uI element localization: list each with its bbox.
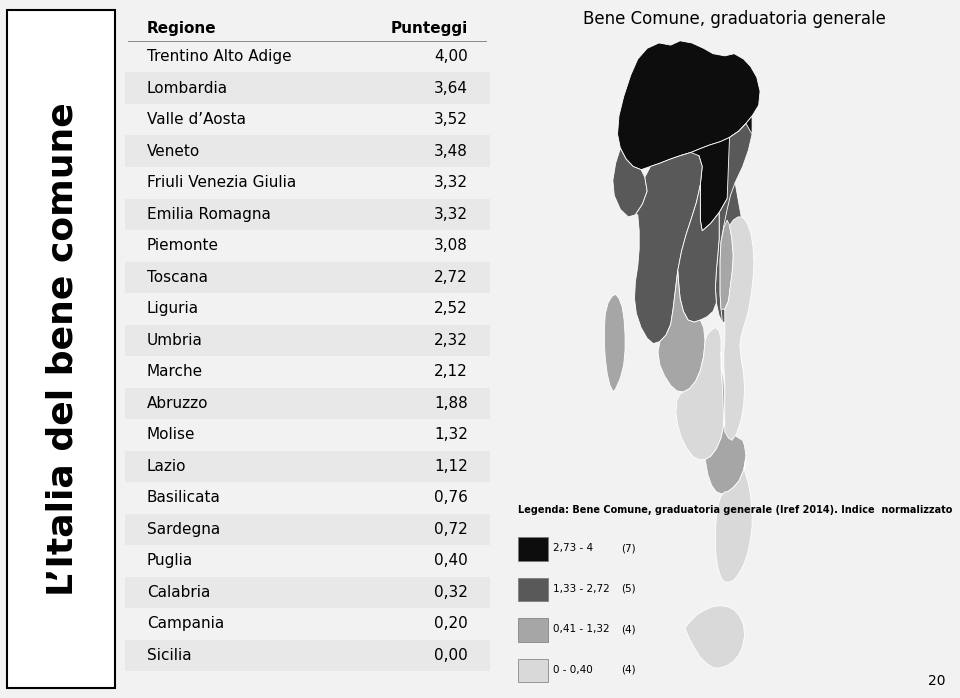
Bar — [125, 135, 490, 167]
Text: (4): (4) — [621, 665, 636, 675]
Text: 0 - 0,40: 0 - 0,40 — [553, 665, 593, 675]
Bar — [125, 545, 490, 577]
Text: 2,32: 2,32 — [434, 333, 468, 348]
Text: 1,12: 1,12 — [434, 459, 468, 474]
Text: Campania: Campania — [147, 616, 224, 632]
Bar — [125, 198, 490, 230]
Text: 2,73 - 4: 2,73 - 4 — [553, 544, 593, 554]
Bar — [125, 293, 490, 325]
Polygon shape — [612, 148, 647, 217]
Text: 0,76: 0,76 — [434, 491, 468, 505]
Polygon shape — [676, 327, 725, 459]
Text: (5): (5) — [621, 584, 636, 594]
Text: 3,52: 3,52 — [434, 112, 468, 127]
Text: Umbria: Umbria — [147, 333, 203, 348]
Bar — [125, 608, 490, 639]
Bar — [125, 73, 490, 104]
Polygon shape — [658, 271, 705, 392]
Text: 0,72: 0,72 — [434, 522, 468, 537]
Text: Toscana: Toscana — [147, 270, 207, 285]
Text: 3,32: 3,32 — [434, 207, 468, 222]
Polygon shape — [715, 456, 752, 582]
Bar — [125, 41, 490, 73]
Text: Puglia: Puglia — [147, 554, 193, 568]
Bar — [125, 419, 490, 451]
Text: Valle d’Aosta: Valle d’Aosta — [147, 112, 246, 127]
Text: Piemonte: Piemonte — [147, 238, 219, 253]
Text: Bene Comune, graduatoria generale: Bene Comune, graduatoria generale — [583, 10, 886, 29]
Polygon shape — [617, 40, 760, 170]
Bar — [125, 167, 490, 198]
Polygon shape — [684, 606, 745, 668]
Text: Marche: Marche — [147, 364, 203, 379]
Text: 4,00: 4,00 — [434, 50, 468, 64]
Text: Molise: Molise — [147, 427, 195, 443]
Text: 1,88: 1,88 — [434, 396, 468, 411]
Bar — [125, 325, 490, 356]
Text: Trentino Alto Adige: Trentino Alto Adige — [147, 50, 291, 64]
Bar — [125, 514, 490, 545]
Text: Emilia Romagna: Emilia Romagna — [147, 207, 271, 222]
Bar — [125, 262, 490, 293]
Text: Sicilia: Sicilia — [147, 648, 191, 663]
Text: 1,33 - 2,72: 1,33 - 2,72 — [553, 584, 610, 594]
Text: Regione: Regione — [147, 22, 216, 36]
Text: 20: 20 — [928, 674, 946, 688]
Polygon shape — [724, 217, 754, 440]
Polygon shape — [705, 352, 746, 494]
Polygon shape — [605, 295, 625, 392]
Text: 3,48: 3,48 — [434, 144, 468, 158]
Text: 0,20: 0,20 — [434, 616, 468, 632]
Text: Lombardia: Lombardia — [147, 81, 228, 96]
Text: Punteggi: Punteggi — [391, 22, 468, 36]
Text: 3,08: 3,08 — [434, 238, 468, 253]
Text: Legenda: Bene Comune, graduatoria generale (Iref 2014). Indice  normalizzato: Legenda: Bene Comune, graduatoria genera… — [517, 505, 952, 515]
Bar — [125, 104, 490, 135]
Text: Liguria: Liguria — [147, 302, 199, 316]
FancyBboxPatch shape — [8, 10, 115, 688]
Bar — [125, 387, 490, 419]
Text: 1,32: 1,32 — [434, 427, 468, 443]
Bar — [125, 451, 490, 482]
Text: 0,40: 0,40 — [434, 554, 468, 568]
Bar — [517, 577, 548, 601]
Text: Basilicata: Basilicata — [147, 491, 221, 505]
Text: L’Italia del bene comune: L’Italia del bene comune — [45, 102, 80, 596]
Bar — [125, 577, 490, 608]
Text: (4): (4) — [621, 625, 636, 634]
Text: 2,52: 2,52 — [434, 302, 468, 316]
Bar — [125, 230, 490, 262]
Text: 0,41 - 1,32: 0,41 - 1,32 — [553, 625, 610, 634]
Text: 0,32: 0,32 — [434, 585, 468, 600]
Text: Sardegna: Sardegna — [147, 522, 220, 537]
Text: Calabria: Calabria — [147, 585, 210, 600]
Bar — [125, 356, 490, 387]
Polygon shape — [678, 185, 719, 322]
Polygon shape — [720, 220, 733, 309]
Text: Friuli Venezia Giulia: Friuli Venezia Giulia — [147, 175, 296, 191]
Bar — [517, 658, 548, 682]
Text: 2,12: 2,12 — [434, 364, 468, 379]
Polygon shape — [680, 116, 752, 231]
Text: Abruzzo: Abruzzo — [147, 396, 208, 411]
Bar — [125, 482, 490, 514]
Text: 3,32: 3,32 — [434, 175, 468, 191]
Polygon shape — [635, 152, 702, 343]
Text: (7): (7) — [621, 544, 636, 554]
Bar — [125, 639, 490, 671]
Text: 3,64: 3,64 — [434, 81, 468, 96]
Polygon shape — [715, 124, 752, 322]
Text: Lazio: Lazio — [147, 459, 186, 474]
Bar — [517, 537, 548, 560]
Polygon shape — [720, 183, 745, 322]
Text: 0,00: 0,00 — [434, 648, 468, 663]
Bar — [517, 618, 548, 641]
Text: 2,72: 2,72 — [434, 270, 468, 285]
Text: Veneto: Veneto — [147, 144, 200, 158]
